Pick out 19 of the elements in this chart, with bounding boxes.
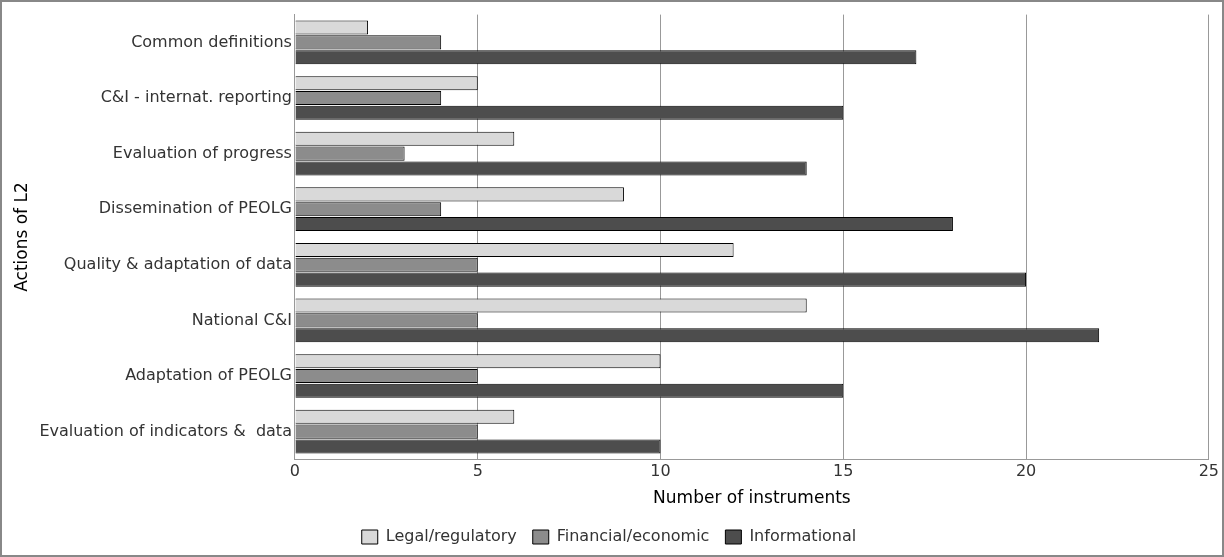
legend-label: Legal/regulatory (385, 526, 517, 546)
x-tick-label: 25 (1198, 461, 1219, 481)
x-axis-title: Number of instruments (653, 487, 851, 508)
y-tick-label: Evaluation of progress (112, 142, 292, 162)
y-tick-label: Evaluation of indicators & data (39, 420, 292, 440)
x-tick-label: 15 (833, 461, 854, 481)
legend-label: Informational (749, 526, 857, 546)
y-tick-label: Adaptation of PEOLG (125, 365, 292, 385)
x-tick-label: 20 (1015, 461, 1037, 481)
y-tick-label: Quality & adaptation of data (63, 253, 292, 273)
y-tick-label: National C&I (191, 309, 292, 329)
y-tick-label: C&I - internat. reporting (100, 87, 292, 107)
y-tick-label: Common definitions (131, 31, 292, 51)
x-tick-label: 0 (289, 461, 301, 481)
x-tick-label: 10 (650, 461, 671, 481)
y-tick-label: Dissemination of PEOLG (98, 198, 292, 218)
x-tick-label: 5 (472, 461, 483, 481)
y-axis-title: Actions of L2 (10, 182, 31, 292)
legend-label: Financial/economic (556, 526, 710, 546)
